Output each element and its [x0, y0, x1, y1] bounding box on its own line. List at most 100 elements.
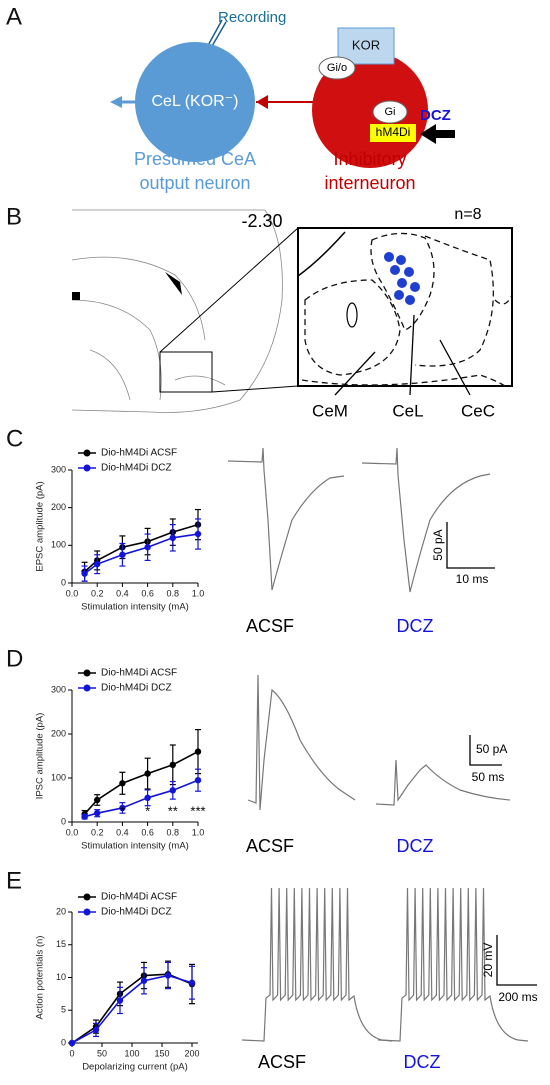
- trace-label: ACSF: [258, 1052, 306, 1072]
- label: KOR: [352, 37, 380, 52]
- brain-section: [72, 292, 80, 300]
- data-point: [169, 761, 176, 768]
- receptor: [370, 124, 416, 142]
- legend-marker: [83, 669, 91, 677]
- x-tick-label: 0.6: [141, 827, 154, 837]
- neuron: [135, 42, 255, 162]
- label: n=8: [454, 206, 481, 223]
- trace: [375, 759, 511, 806]
- synapse: [256, 95, 268, 109]
- y-tick-label: 5: [61, 1005, 66, 1015]
- legend-label: Dio-hM4Di DCZ: [101, 463, 172, 474]
- y-tick-label: 100: [51, 772, 66, 782]
- g-protein: [372, 100, 408, 124]
- data-point: [144, 770, 151, 777]
- scale-label: 10 ms: [456, 572, 489, 586]
- annotation: *: [120, 803, 125, 818]
- data-point: [81, 570, 88, 577]
- legend-marker: [83, 893, 91, 901]
- y-tick-label: 200: [51, 502, 66, 512]
- trace-label: ACSF: [246, 836, 294, 856]
- cell-markers: [384, 252, 420, 305]
- series-line: [71, 973, 193, 1044]
- region-label: CeL: [392, 401, 423, 420]
- scale-label: 50 ms: [472, 770, 505, 784]
- data-point: [194, 748, 202, 755]
- label: Gi: [385, 106, 396, 118]
- outline: [494, 294, 513, 305]
- x-tick-label: 200: [184, 1048, 199, 1058]
- label: output neuron: [139, 173, 250, 193]
- panel-letter: C: [6, 425, 23, 452]
- y-axis-label: Action potentials (n): [35, 936, 46, 1020]
- legend-label: Dio-hM4Di DCZ: [101, 683, 172, 694]
- x-tick-label: 0.0: [66, 588, 79, 598]
- scale-label: 200 ms: [498, 990, 537, 1004]
- y-tick-label: 100: [51, 540, 66, 550]
- y-axis-label: IPSC amplitude (pA): [35, 713, 46, 800]
- data-point: [94, 560, 101, 568]
- series-line: [84, 523, 199, 573]
- label: Inhibitory: [333, 149, 406, 169]
- y-tick-label: 15: [56, 939, 66, 949]
- scale-bar: [469, 735, 502, 766]
- label: hM4Di: [376, 125, 411, 139]
- y-tick-label: 300: [51, 464, 66, 474]
- legend-label: Dio-hM4Di ACSF: [101, 892, 177, 903]
- pointer-arrows: [334, 314, 471, 396]
- series-line: [84, 779, 199, 818]
- data-point: [92, 1026, 100, 1034]
- label: -2.30: [241, 211, 282, 231]
- panel-letter: D: [6, 645, 23, 672]
- y-axis-label: EPSC amplitude (pA): [35, 481, 46, 571]
- zoom-line: [211, 385, 299, 393]
- annotation: **: [168, 803, 178, 818]
- series-line: [71, 974, 193, 1044]
- data-point: [116, 997, 124, 1004]
- panel-letter: A: [6, 3, 22, 30]
- label: Presumed CeA: [134, 149, 256, 169]
- series-line: [84, 533, 199, 575]
- brain-section: [165, 272, 182, 295]
- y-tick-label: 200: [51, 728, 66, 738]
- label: Gi/o: [327, 62, 347, 74]
- x-tick-label: 1.0: [192, 588, 205, 598]
- x-axis-label: Depolarizing current (pA): [82, 1062, 188, 1073]
- brain-section: [71, 209, 283, 413]
- data-point: [194, 530, 202, 538]
- trace: [377, 887, 529, 1042]
- trace-label: DCZ: [404, 1052, 441, 1072]
- y-tick-label: 0: [61, 577, 66, 587]
- y-tick-label: 10: [56, 972, 66, 982]
- x-axis-label: Stimulation intensity (mA): [81, 841, 189, 852]
- label: DCZ: [420, 107, 451, 124]
- x-tick-label: 100: [124, 1048, 139, 1058]
- label: CeL (KOR⁻): [152, 93, 239, 110]
- label: interneuron: [324, 173, 415, 193]
- outline: [297, 231, 346, 277]
- data-point: [81, 813, 88, 820]
- data-point: [169, 787, 176, 794]
- outline: [301, 374, 506, 387]
- trace-label: DCZ: [397, 616, 434, 636]
- outline: [414, 235, 494, 367]
- zoom-panel: [297, 227, 513, 387]
- annotation: *: [145, 803, 150, 818]
- data-point: [144, 794, 151, 801]
- legend-label: Dio-hM4Di DCZ: [101, 907, 172, 918]
- x-tick-label: 0.0: [66, 827, 79, 837]
- data-point: [119, 780, 126, 787]
- y-tick-label: 0: [61, 1037, 66, 1047]
- trace-label: DCZ: [397, 836, 434, 856]
- trace: [361, 447, 491, 593]
- legend-marker: [83, 464, 91, 472]
- data-point: [140, 977, 148, 984]
- scale-bar: [496, 935, 537, 986]
- g-protein: [318, 56, 356, 80]
- trace: [227, 447, 345, 591]
- x-tick-label: 1.0: [192, 827, 205, 837]
- annotation: ***: [190, 803, 205, 818]
- x-tick-label: 150: [154, 1048, 169, 1058]
- outline: [370, 232, 435, 331]
- x-tick-label: 0.8: [167, 588, 180, 598]
